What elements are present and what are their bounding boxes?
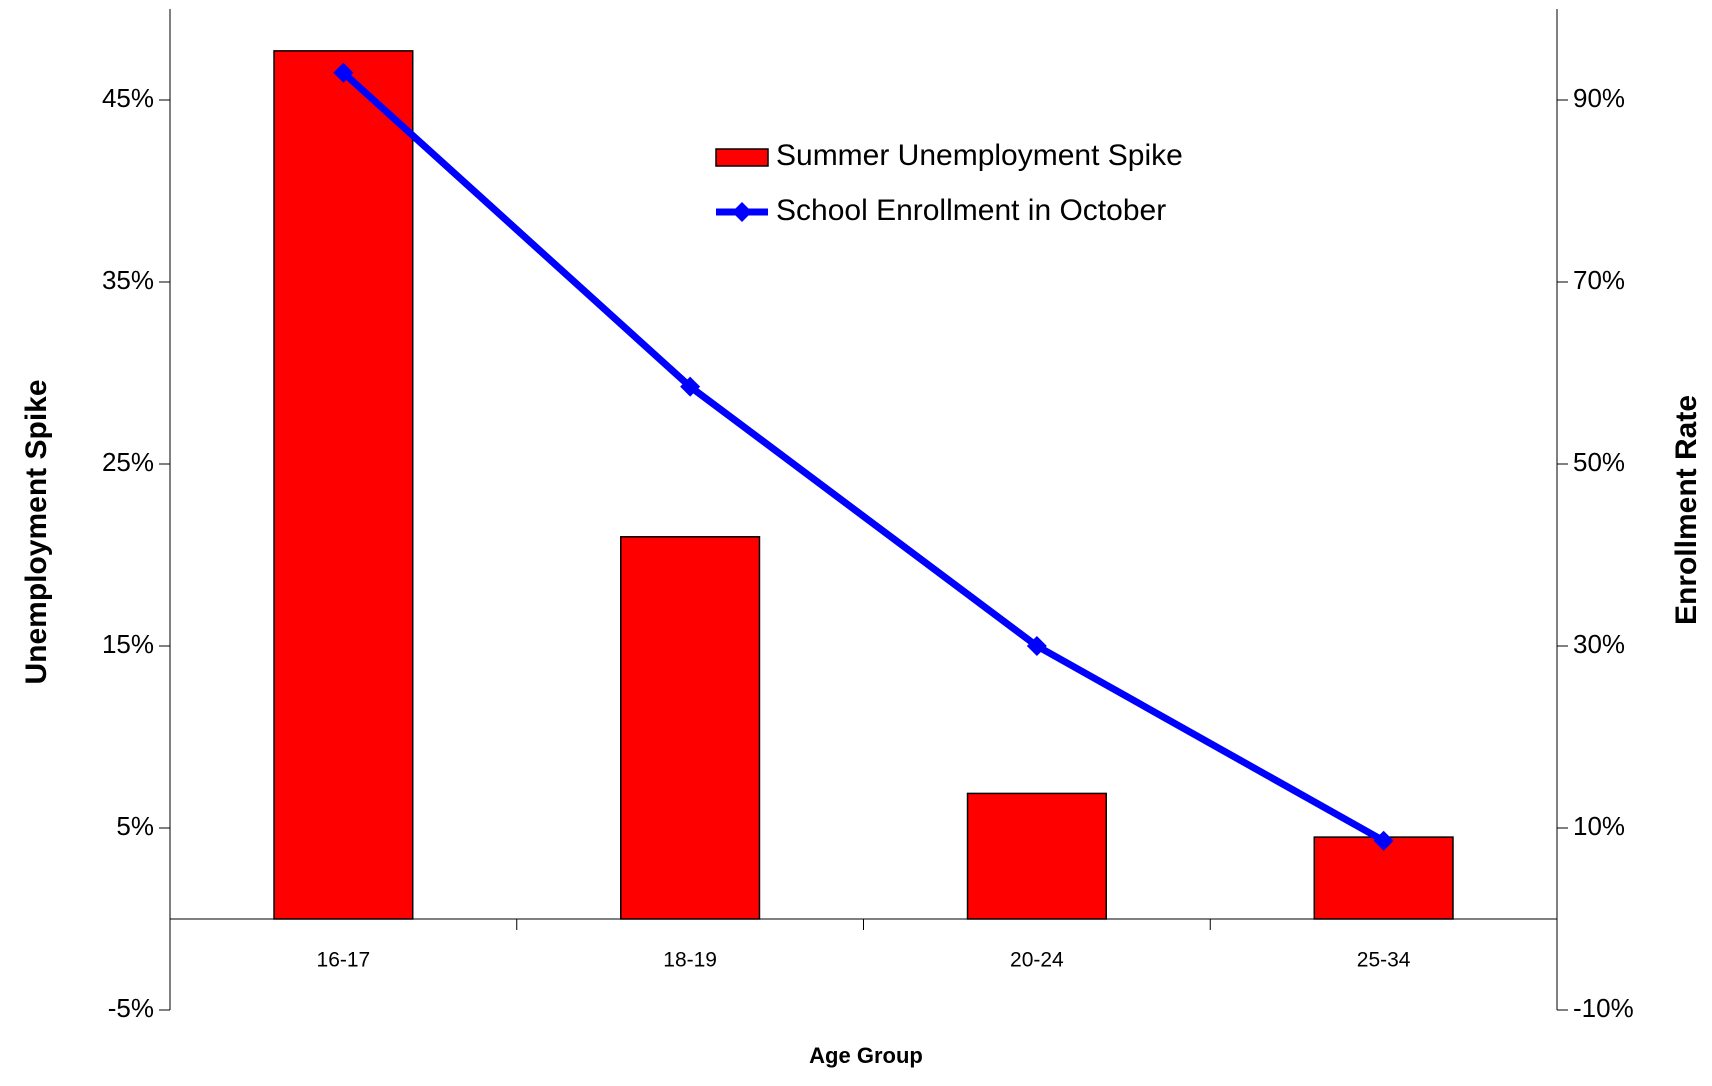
legend-label: School Enrollment in October xyxy=(776,194,1166,227)
y-axis-title: Unemployment Spike xyxy=(20,379,53,684)
y2-tick-label: 50% xyxy=(1573,447,1625,477)
x-tick-label: 20-24 xyxy=(1010,949,1064,972)
y-tick-label: 35% xyxy=(102,265,154,295)
legend-label: Summer Unemployment Spike xyxy=(776,139,1183,172)
x-tick-label: 16-17 xyxy=(317,949,371,972)
bar xyxy=(273,50,414,920)
y-tick-label: -5% xyxy=(108,993,154,1023)
line-marker xyxy=(1373,830,1394,851)
legend-swatch xyxy=(715,148,769,167)
y-tick-label: 45% xyxy=(102,83,154,113)
y-tick-label: 25% xyxy=(102,447,154,477)
line-marker xyxy=(333,62,354,83)
line-marker xyxy=(680,376,701,397)
y2-axis-title: Enrollment Rate xyxy=(1670,395,1703,625)
y2-tick-label: 30% xyxy=(1573,629,1625,659)
y2-tick-label: 70% xyxy=(1573,265,1625,295)
line-marker xyxy=(1026,636,1047,656)
legend-marker xyxy=(732,202,752,222)
line xyxy=(341,70,1386,844)
y-tick-label: 15% xyxy=(102,629,154,659)
bar xyxy=(966,792,1107,920)
y2-tick-label: 10% xyxy=(1573,811,1625,841)
bar xyxy=(620,536,761,920)
x-tick-label: 18-19 xyxy=(663,949,717,972)
y2-tick-label: 90% xyxy=(1573,83,1625,113)
x-axis-title: Age Group xyxy=(809,1043,923,1068)
y2-tick-label: -10% xyxy=(1573,993,1634,1023)
x-tick-label: 25-34 xyxy=(1357,949,1411,972)
y-tick-label: 5% xyxy=(116,811,154,841)
